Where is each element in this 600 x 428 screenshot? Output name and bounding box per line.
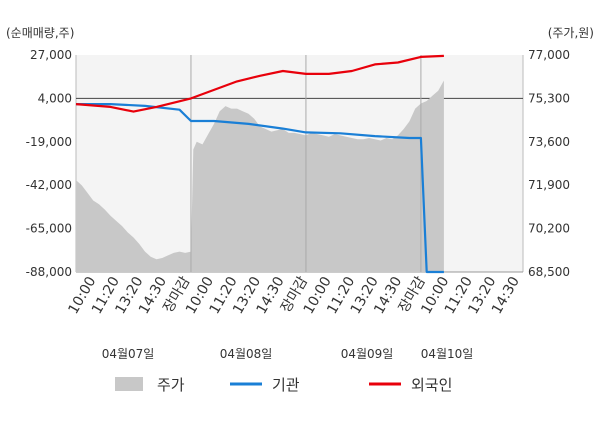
legend-label: 외국인	[411, 376, 452, 394]
right-axis-unit: (주가,원)	[548, 26, 594, 40]
price-area	[76, 80, 444, 272]
x-axis-ticks: 10:0011:2013:2014:30장마감10:0011:2013:2014…	[65, 274, 523, 317]
date-label: 04월08일	[220, 347, 273, 361]
right-tick-label: 70,200	[528, 222, 570, 236]
right-axis-ticks: 77,000 75,300 73,600 71,900 70,200 68,500	[528, 48, 570, 279]
legend: 주가 기관 외국인	[115, 376, 452, 394]
right-tick-label: 68,500	[528, 265, 570, 279]
left-tick-label: -65,000	[26, 222, 72, 236]
left-tick-label: -19,000	[26, 135, 72, 149]
price-area-layer	[76, 80, 444, 272]
right-tick-label: 71,900	[528, 178, 570, 192]
right-tick-label: 77,000	[528, 48, 570, 62]
left-tick-label: 4,000	[38, 91, 72, 105]
date-label: 04월10일	[421, 347, 474, 361]
legend-label: 기관	[272, 376, 300, 394]
date-labels: 04월07일 04월08일 04월09일 04월10일	[102, 347, 474, 361]
left-tick-label: 27,000	[30, 48, 72, 62]
series-lines	[75, 54, 444, 274]
legend-swatch-price	[115, 377, 143, 391]
series-line-foreign	[75, 54, 444, 113]
left-tick-label: -88,000	[26, 265, 72, 279]
legend-label: 주가	[157, 376, 185, 394]
left-tick-label: -42,000	[26, 178, 72, 192]
right-tick-label: 73,600	[528, 135, 570, 149]
right-tick-label: 75,300	[528, 91, 570, 105]
date-label: 04월09일	[341, 347, 394, 361]
left-axis-ticks: 27,000 4,000 -19,000 -42,000 -65,000 -88,000	[26, 48, 72, 279]
left-axis-unit: (순매매량,주)	[6, 26, 74, 40]
date-label: 04월07일	[102, 347, 155, 361]
